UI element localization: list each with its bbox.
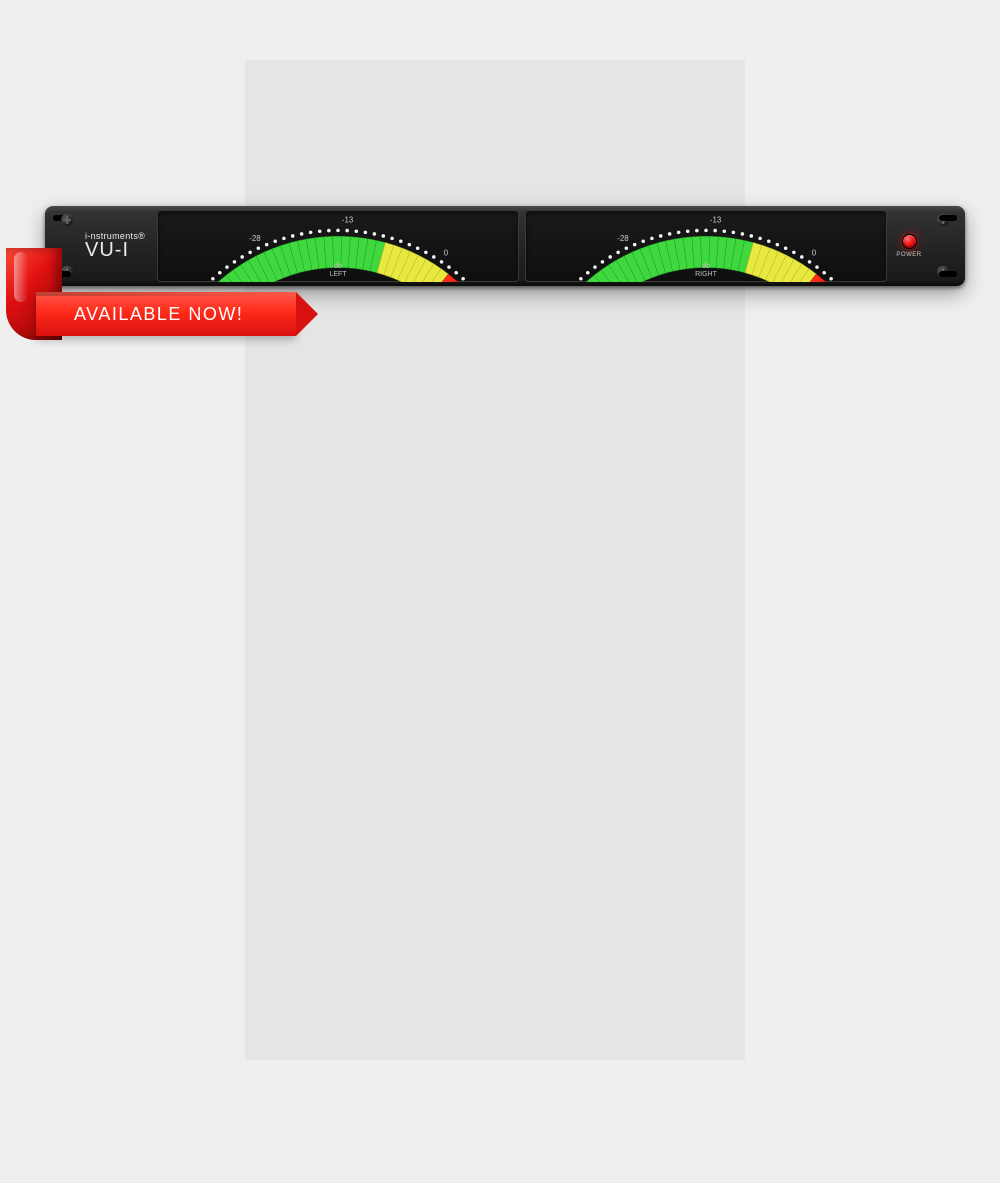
rack-slot: [939, 215, 957, 221]
power-label: POWER: [896, 252, 921, 258]
vu-rack-unit: i-nstruments® VU-I -40-28-130clip db LEF…: [45, 206, 965, 286]
svg-text:0: 0: [444, 248, 449, 257]
rack-slot: [939, 271, 957, 277]
meter-channel-label: db RIGHT: [695, 263, 717, 278]
svg-text:-28: -28: [249, 234, 260, 243]
brand-block: i-nstruments® VU-I: [79, 206, 157, 286]
meter-channel-label: db LEFT: [329, 263, 346, 278]
svg-text:-13: -13: [710, 216, 721, 225]
channel-name: LEFT: [329, 271, 346, 278]
rack-slot: [53, 271, 71, 277]
screw-icon: [61, 214, 73, 226]
channel-name: RIGHT: [695, 271, 717, 278]
svg-text:-28: -28: [617, 234, 628, 243]
rack-ear-left: [45, 206, 79, 286]
power-led-icon[interactable]: [902, 234, 917, 249]
rack-ear-right: [931, 206, 965, 286]
ribbon-text: AVAILABLE NOW!: [74, 304, 243, 325]
svg-text:0: 0: [812, 248, 817, 257]
power-section: POWER: [887, 234, 931, 258]
brand-model-text: VU-I: [85, 239, 157, 262]
vu-meter-right: -40-28-130clip db RIGHT: [525, 210, 887, 282]
db-label: db: [695, 263, 717, 270]
db-label: db: [329, 263, 346, 270]
vu-meter-left: -40-28-130clip db LEFT: [157, 210, 519, 282]
meters-container: -40-28-130clip db LEFT -40-28-130clip db…: [157, 206, 887, 286]
svg-text:-13: -13: [342, 216, 353, 225]
